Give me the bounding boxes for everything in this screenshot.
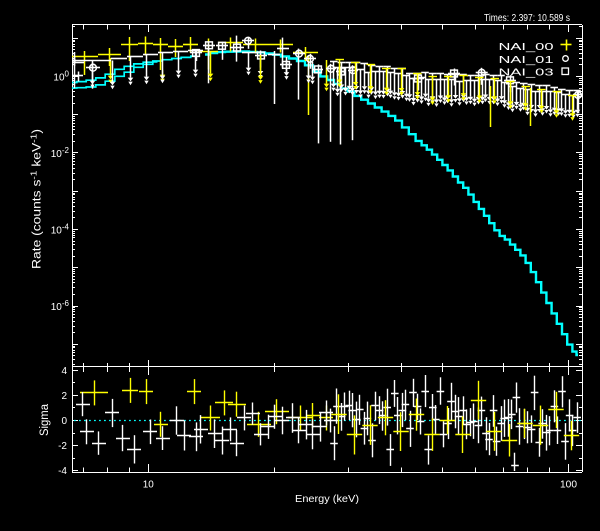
svg-text:Sigma: Sigma xyxy=(39,403,51,436)
svg-text:10: 10 xyxy=(143,480,154,491)
svg-text:0: 0 xyxy=(61,416,67,427)
svg-text:-4: -4 xyxy=(58,466,67,477)
svg-text:NAI_01: NAI_01 xyxy=(499,54,554,66)
svg-text:Energy (keV): Energy (keV) xyxy=(295,494,359,505)
svg-text:Rate (counts s-1 keV-1): Rate (counts s-1 keV-1) xyxy=(29,129,44,269)
svg-text:NAI_03: NAI_03 xyxy=(499,67,554,79)
svg-text:NAI_00: NAI_00 xyxy=(499,41,554,53)
svg-text:Times: 2.397: 10.589 s: Times: 2.397: 10.589 s xyxy=(484,12,570,24)
svg-text:-2: -2 xyxy=(58,441,67,452)
svg-text:2: 2 xyxy=(61,391,67,402)
svg-text:4: 4 xyxy=(61,366,67,377)
svg-text:100: 100 xyxy=(560,480,577,491)
